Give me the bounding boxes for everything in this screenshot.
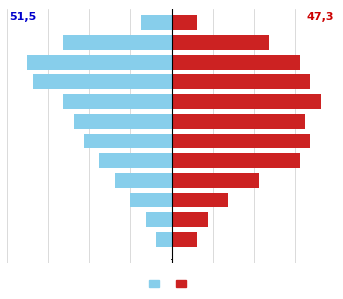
Bar xyxy=(115,173,172,188)
Bar xyxy=(172,212,208,227)
Bar xyxy=(130,193,172,208)
Bar xyxy=(172,193,228,208)
Bar xyxy=(172,114,305,129)
Bar xyxy=(146,212,172,227)
Text: 47,3: 47,3 xyxy=(307,12,334,22)
Bar xyxy=(172,55,300,70)
Bar xyxy=(172,173,259,188)
Bar xyxy=(63,35,172,50)
Bar xyxy=(172,15,197,30)
Bar xyxy=(33,74,172,89)
Bar xyxy=(141,15,172,30)
Bar xyxy=(99,153,172,168)
Bar xyxy=(172,232,197,247)
Bar xyxy=(172,134,310,148)
Bar xyxy=(172,94,321,109)
Bar xyxy=(156,232,172,247)
Bar xyxy=(63,94,172,109)
Bar xyxy=(172,153,300,168)
Text: 51,5: 51,5 xyxy=(9,12,36,22)
Bar xyxy=(74,114,172,129)
Bar xyxy=(27,55,172,70)
Bar xyxy=(84,134,172,148)
Text: .: . xyxy=(170,252,173,262)
Legend: , : , xyxy=(149,279,194,289)
Bar xyxy=(172,74,310,89)
Bar xyxy=(172,35,269,50)
